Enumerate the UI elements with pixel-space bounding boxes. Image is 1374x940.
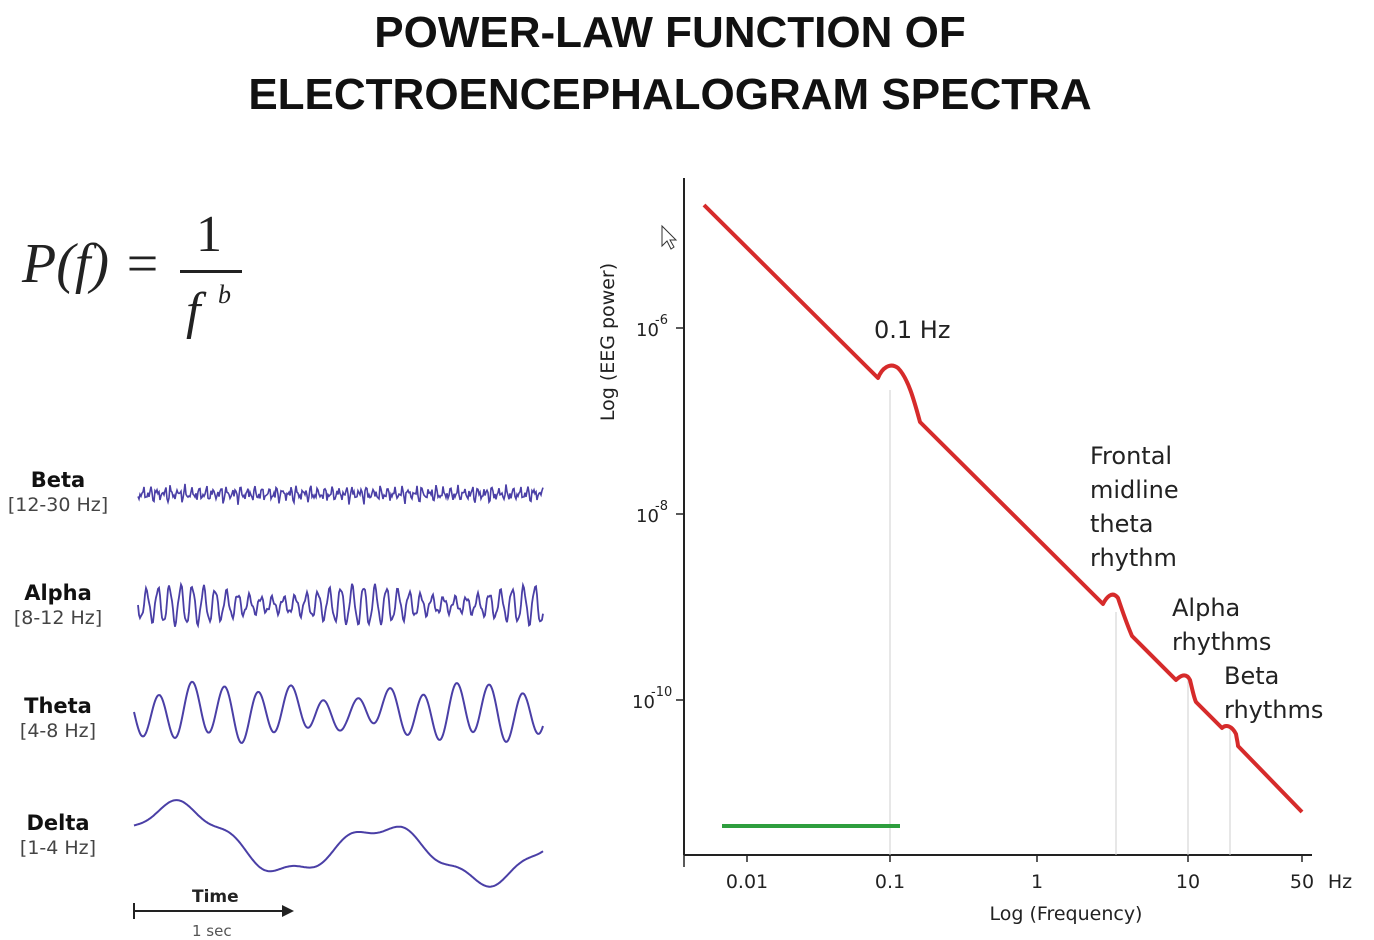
x-tick-label: 0.01 [726,871,768,893]
theta-waveform [133,680,544,744]
title-line-2: ELECTROENCEPHALOGRAM SPECTRA [248,70,1092,119]
wave-range: [1-4 Hz] [19,837,97,859]
annotation-frontal-line3: theta [1090,510,1154,538]
y-tick-base: 10 [636,506,659,527]
x-unit-label: Hz [1328,871,1352,893]
title-line-1: POWER-LAW FUNCTION OF [374,8,966,57]
beta-waveform [137,483,544,506]
annotation-frontal-line2: midline [1090,476,1179,504]
x-axis-label: Log (Frequency) [990,903,1143,925]
formula-denominator: f [186,283,201,340]
mouse-cursor-icon [661,224,678,250]
annotation-0.1hz: 0.1 Hz [874,316,950,344]
fraction-bar [180,270,242,273]
time-scale-label: 1 sec [192,922,232,940]
annotation-beta-line2: rhythms [1224,696,1323,724]
wave-range: [12-30 Hz] [7,494,109,516]
y-tick-exponent: -10 [651,685,672,700]
annotation-alpha-line1: Alpha [1172,594,1240,622]
time-arrow [133,903,294,919]
wave-range: [4-8 Hz] [19,720,97,742]
annotation-frontal-line1: Frontal [1090,442,1172,470]
wave-name: Beta [30,468,86,492]
delta-waveform [133,799,544,888]
x-tick-label: 50 [1290,871,1314,893]
y-tick-exponent: -6 [655,313,668,328]
wave-label-delta: Delta [1-4 Hz] [0,811,116,859]
x-tick-marks [683,855,1303,867]
annotation-frontal-line4: rhythm [1090,544,1177,572]
annotation-beta-line1: Beta [1224,662,1279,690]
alpha-waveform [137,581,544,629]
time-label: Time [192,887,239,907]
wave-label-theta: Theta [4-8 Hz] [0,694,116,742]
formula-exponent: b [218,280,231,309]
wave-label-alpha: Alpha [8-12 Hz] [0,581,116,629]
wave-range: [8-12 Hz] [13,607,103,629]
wave-name: Alpha [24,581,92,605]
y-tick-exponent: -8 [655,499,668,514]
x-tick-label: 1 [1031,871,1043,893]
wave-name: Theta [24,694,92,718]
y-tick-base: 10 [636,320,659,341]
y-axis-label: Log (EEG power) [597,263,619,421]
power-law-spectrum-line [702,203,1304,814]
wave-name: Delta [26,811,90,835]
formula-numerator: 1 [196,206,222,263]
y-tick-marks [676,327,684,701]
y-tick-base: 10 [632,692,655,713]
wave-label-beta: Beta [12-30 Hz] [0,468,116,516]
x-tick-label: 0.1 [875,871,905,893]
formula-lhs: P(f) = [22,233,161,295]
x-tick-label: 10 [1176,871,1200,893]
peak-guide-lines [889,390,1231,855]
annotation-alpha-line2: rhythms [1172,628,1271,656]
